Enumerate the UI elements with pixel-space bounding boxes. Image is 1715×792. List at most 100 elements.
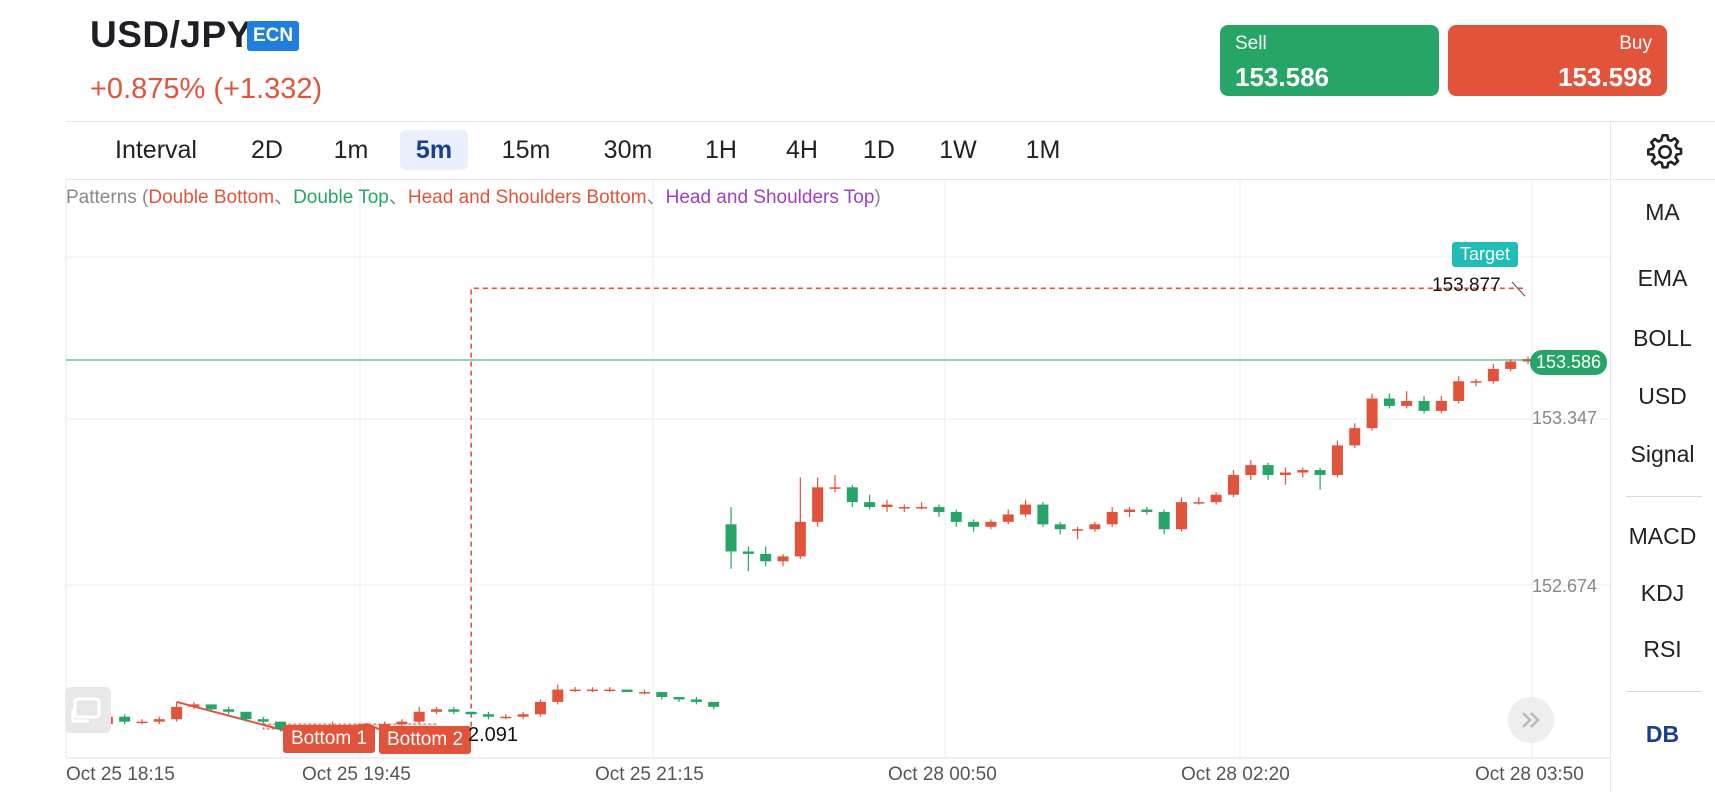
candle-body[interactable] (500, 716, 512, 719)
candle-body[interactable] (777, 556, 789, 562)
candle-body[interactable] (690, 699, 702, 702)
interval-2d[interactable]: 2D (251, 136, 283, 164)
interval-1m[interactable]: 1m (333, 136, 369, 164)
candle-body[interactable] (950, 511, 962, 522)
indicator-usd[interactable]: USD (1638, 383, 1687, 409)
candle-body[interactable] (898, 507, 910, 509)
candle-body[interactable] (656, 692, 668, 697)
candle-body[interactable] (812, 487, 824, 522)
candle-body[interactable] (1418, 400, 1430, 411)
interval-15m[interactable]: 15m (501, 136, 551, 164)
candle-body[interactable] (465, 711, 477, 715)
candle-body[interactable] (396, 721, 408, 725)
candle-body[interactable] (119, 716, 131, 722)
indicator-ema[interactable]: EMA (1637, 265, 1688, 291)
candle-body[interactable] (638, 692, 650, 694)
candle-body[interactable] (1435, 400, 1447, 411)
candle-body[interactable] (760, 553, 772, 562)
candle-body[interactable] (240, 711, 252, 720)
indicator-rsi[interactable]: RSI (1643, 636, 1682, 662)
candle-body[interactable] (1193, 502, 1205, 504)
candle-body[interactable] (933, 507, 945, 512)
candle-body[interactable] (586, 689, 598, 692)
candle-body[interactable] (223, 709, 235, 712)
candle-body[interactable] (604, 689, 616, 692)
candle-body[interactable] (968, 521, 980, 527)
candle-body[interactable] (1037, 504, 1049, 525)
candle-body[interactable] (1453, 381, 1465, 401)
candle-body[interactable] (1487, 368, 1499, 382)
candle-body[interactable] (708, 701, 720, 707)
candle-body[interactable] (846, 487, 858, 503)
collapse-button[interactable] (65, 687, 111, 733)
candle-body[interactable] (794, 521, 806, 557)
candle-body[interactable] (188, 704, 200, 707)
candle-body[interactable] (985, 521, 997, 527)
candle-body[interactable] (1245, 465, 1257, 475)
candle-body[interactable] (569, 689, 581, 692)
candle-body[interactable] (621, 689, 633, 693)
interval-30m[interactable]: 30m (603, 136, 653, 164)
candle-body[interactable] (1106, 511, 1118, 525)
candle-body[interactable] (1020, 504, 1032, 515)
candle-body[interactable] (1401, 400, 1413, 406)
candle-body[interactable] (1002, 514, 1014, 522)
candle-body[interactable] (1175, 502, 1187, 530)
candle-body[interactable] (552, 689, 564, 702)
candle-body[interactable] (413, 711, 425, 722)
indicator-boll[interactable]: BOLL (1633, 325, 1692, 351)
interval-1w[interactable]: 1W (939, 136, 977, 164)
candle-body[interactable] (881, 504, 893, 508)
candle-body[interactable] (534, 701, 546, 715)
indicator-macd[interactable]: MACD (1628, 523, 1697, 549)
pattern-double-bottom[interactable]: Double Bottom (148, 187, 275, 208)
sell-button[interactable]: Sell 153.586 (1220, 25, 1439, 96)
candle-body[interactable] (1279, 472, 1291, 475)
candle-body[interactable] (1158, 511, 1170, 530)
interval-5m[interactable]: 5m (400, 130, 468, 170)
candle-body[interactable] (1383, 398, 1395, 406)
candle-body[interactable] (673, 696, 685, 700)
indicator-kdj[interactable]: KDJ (1640, 580, 1685, 606)
interval-4h[interactable]: 4H (786, 136, 818, 164)
candle-body[interactable] (517, 714, 529, 717)
candle-body[interactable] (725, 524, 737, 552)
candle-body[interactable] (1072, 529, 1084, 531)
interval-1h[interactable]: 1H (705, 136, 737, 164)
candle-body[interactable] (1227, 474, 1239, 495)
candle-body[interactable] (1297, 470, 1309, 473)
candle-body[interactable] (1505, 361, 1517, 369)
candle-body[interactable] (1210, 494, 1222, 503)
candle-body[interactable] (742, 551, 754, 554)
candle-body[interactable] (829, 487, 841, 489)
candle-body[interactable] (448, 709, 460, 712)
pattern-hs-bottom[interactable]: Head and Shoulders Bottom (407, 187, 647, 208)
pattern-double-top[interactable]: Double Top (293, 187, 389, 208)
indicator-signal[interactable]: Signal (1630, 441, 1695, 467)
interval-1d[interactable]: 1D (863, 136, 895, 164)
candle-body[interactable] (1331, 445, 1343, 475)
candle-body[interactable] (1366, 398, 1378, 429)
candle-body[interactable] (482, 714, 494, 717)
candle-body[interactable] (1089, 524, 1101, 530)
candle-body[interactable] (1262, 465, 1274, 475)
candle-body[interactable] (864, 502, 876, 508)
candle-body[interactable] (1314, 470, 1326, 475)
buy-button[interactable]: Buy 153.598 (1448, 25, 1667, 96)
candle-body[interactable] (1141, 509, 1153, 512)
scroll-latest-button[interactable] (1508, 697, 1554, 743)
candle-body[interactable] (431, 709, 443, 712)
gear-icon[interactable] (1645, 132, 1685, 172)
candle-body[interactable] (153, 719, 165, 722)
candle-body[interactable] (1349, 428, 1361, 446)
candle-body[interactable] (1470, 381, 1482, 383)
indicator-ma[interactable]: MA (1645, 199, 1680, 225)
candle-body[interactable] (1054, 524, 1066, 530)
candle-body[interactable] (205, 704, 217, 710)
pattern-hs-top[interactable]: Head and Shoulders Top (665, 187, 875, 208)
candle-body[interactable] (275, 721, 287, 730)
candle-body[interactable] (257, 719, 269, 722)
interval-1mo[interactable]: 1M (1025, 136, 1061, 164)
candle-body[interactable] (1124, 509, 1136, 512)
